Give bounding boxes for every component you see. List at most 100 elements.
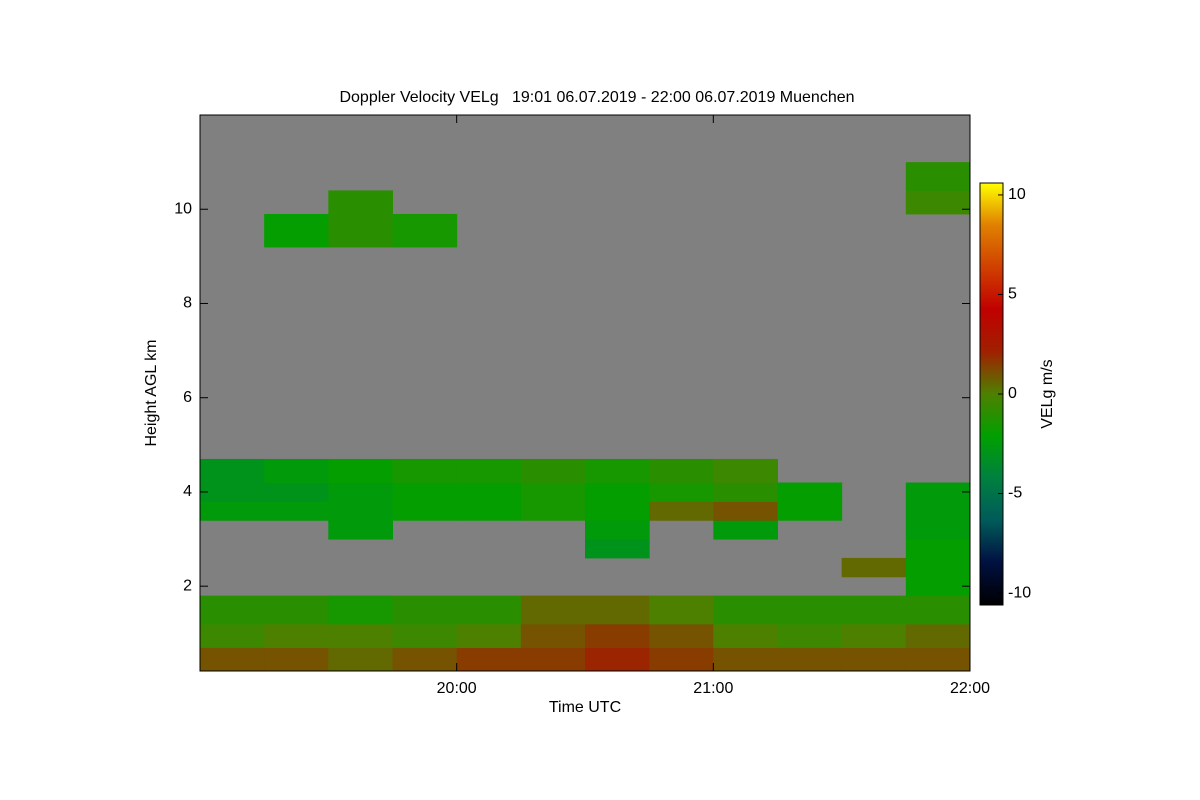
heatmap-cell: [264, 213, 329, 248]
heatmap-cell: [777, 623, 843, 648]
heatmap-cell: [264, 482, 329, 502]
heatmap-cell: [905, 623, 971, 648]
heatmap-cell: [585, 458, 650, 484]
heatmap-cell: [585, 623, 650, 648]
heatmap-cell: [777, 482, 843, 502]
heatmap-cell: [649, 458, 714, 484]
chart-title: Doppler Velocity VELg 19:01 06.07.2019 -…: [339, 89, 854, 106]
heatmap-cell: [200, 458, 265, 484]
heatmap-cell: [585, 595, 650, 625]
plot-frame: [199, 114, 971, 672]
heatmap-cell: [200, 482, 265, 502]
heatmap-cell: [392, 482, 458, 502]
colorbar-tick-label: 0: [1008, 385, 1017, 402]
heatmap-cell: [328, 623, 393, 648]
heatmap-cell: [200, 501, 265, 521]
heatmap-cell: [777, 647, 843, 672]
colorbar-tick-label: 10: [1008, 186, 1026, 203]
plot-area: [200, 115, 971, 672]
heatmap-cell: [841, 623, 907, 648]
heatmap-cell: [713, 458, 778, 484]
heatmap-cell: [520, 482, 586, 502]
heatmap-cell: [841, 557, 907, 578]
x-tick-label: 22:00: [950, 680, 990, 697]
heatmap-cell: [905, 595, 971, 625]
heatmap-cell: [713, 501, 778, 521]
heatmap-cell: [264, 623, 329, 648]
heatmap-cell: [328, 595, 393, 625]
heatmap-cell: [520, 623, 586, 648]
heatmap-cell: [520, 501, 586, 521]
heatmap-cell: [713, 595, 778, 625]
heatmap-cell: [905, 647, 971, 672]
heatmap-cell: [264, 647, 329, 672]
colorbar-tick-label: -10: [1008, 584, 1031, 601]
heatmap-cell: [649, 501, 714, 521]
heatmap-cell: [328, 190, 393, 215]
heatmap-cell: [905, 557, 971, 578]
heatmap-cell: [713, 482, 778, 502]
heatmap-cell: [585, 647, 650, 672]
colorbar-tick-label: 5: [1008, 286, 1017, 303]
heatmap-cell: [585, 501, 650, 521]
heatmap-cell: [200, 623, 265, 648]
heatmap-cell: [456, 647, 522, 672]
colorbar-label: VELg m/s: [1039, 359, 1056, 428]
plot-background: [200, 115, 970, 671]
heatmap-cell: [328, 647, 393, 672]
y-axis-label: Height AGL km: [143, 339, 160, 446]
heatmap-cell: [585, 539, 650, 559]
heatmap-cell: [649, 647, 714, 672]
heatmap-cell: [392, 458, 458, 484]
heatmap-cell: [456, 458, 522, 484]
y-tick-label: 2: [183, 577, 192, 594]
heatmap-cell: [200, 595, 265, 625]
heatmap-cell: [392, 595, 458, 625]
heatmap-cell: [200, 647, 265, 672]
heatmap-cell: [905, 190, 971, 215]
heatmap-cell: [905, 576, 971, 597]
x-axis-label: Time UTC: [549, 699, 621, 716]
colorbar-tick-label: -5: [1008, 485, 1022, 502]
y-tick-label: 8: [183, 295, 192, 312]
x-tick-label: 20:00: [437, 680, 477, 697]
heatmap-cell: [456, 482, 522, 502]
heatmap-cell: [328, 213, 393, 248]
heatmap-cell: [264, 501, 329, 521]
heatmap-cell: [777, 501, 843, 521]
heatmap-cell: [585, 520, 650, 540]
heatmap-cell: [392, 623, 458, 648]
heatmap-cell: [585, 482, 650, 502]
heatmap-cell: [392, 213, 458, 248]
heatmap-cell: [905, 162, 971, 191]
heatmap-cell: [328, 501, 393, 521]
heatmap-cell: [713, 623, 778, 648]
heatmap-cell: [328, 520, 393, 540]
heatmap-cell: [649, 623, 714, 648]
heatmap-cell: [392, 647, 458, 672]
heatmap-cell: [905, 482, 971, 502]
heatmap-cell: [264, 595, 329, 625]
x-tick-label: 21:00: [693, 680, 733, 697]
heatmap-cell: [905, 539, 971, 559]
heatmap-cell: [649, 595, 714, 625]
heatmap-cell: [713, 647, 778, 672]
heatmap-cell: [649, 482, 714, 502]
y-tick-label: 4: [183, 483, 192, 500]
heatmap-cell: [713, 520, 778, 540]
y-tick-label: 10: [174, 200, 192, 217]
heatmap-cell: [520, 458, 586, 484]
heatmap-cell: [456, 623, 522, 648]
heatmap-cell: [392, 501, 458, 521]
heatmap-cell: [456, 595, 522, 625]
heatmap-cell: [905, 520, 971, 540]
heatmap-cell: [905, 501, 971, 521]
heatmap-cell: [777, 595, 843, 625]
y-tick-label: 6: [183, 389, 192, 406]
heatmap-cell: [328, 458, 393, 484]
heatmap-cell: [456, 501, 522, 521]
heatmap-cell: [520, 595, 586, 625]
heatmap-cell: [264, 458, 329, 484]
heatmap-cell: [520, 647, 586, 672]
